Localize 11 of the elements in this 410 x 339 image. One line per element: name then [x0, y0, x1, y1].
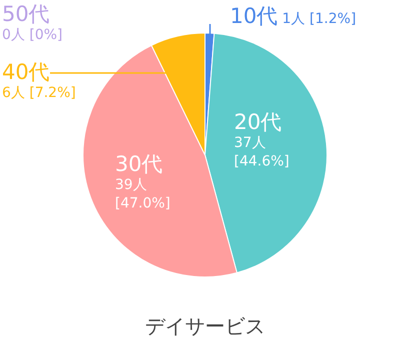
slice-label: 30代: [115, 152, 163, 176]
text: 0人 [0%]: [2, 27, 62, 44]
slice-label: 10代: [230, 4, 278, 28]
slice-label: 40代: [2, 60, 50, 84]
text: デイサービス: [145, 314, 265, 338]
data-label: 6人 [7.2%]: [2, 85, 76, 102]
data-label: 39人 [47.0%]: [115, 177, 170, 212]
category-label: 50代: [2, 2, 50, 26]
data-label: 37人 [44.6%]: [234, 135, 290, 170]
data-label: 1人 [1.2%]: [282, 11, 356, 27]
slice-label: 20代: [234, 110, 282, 134]
